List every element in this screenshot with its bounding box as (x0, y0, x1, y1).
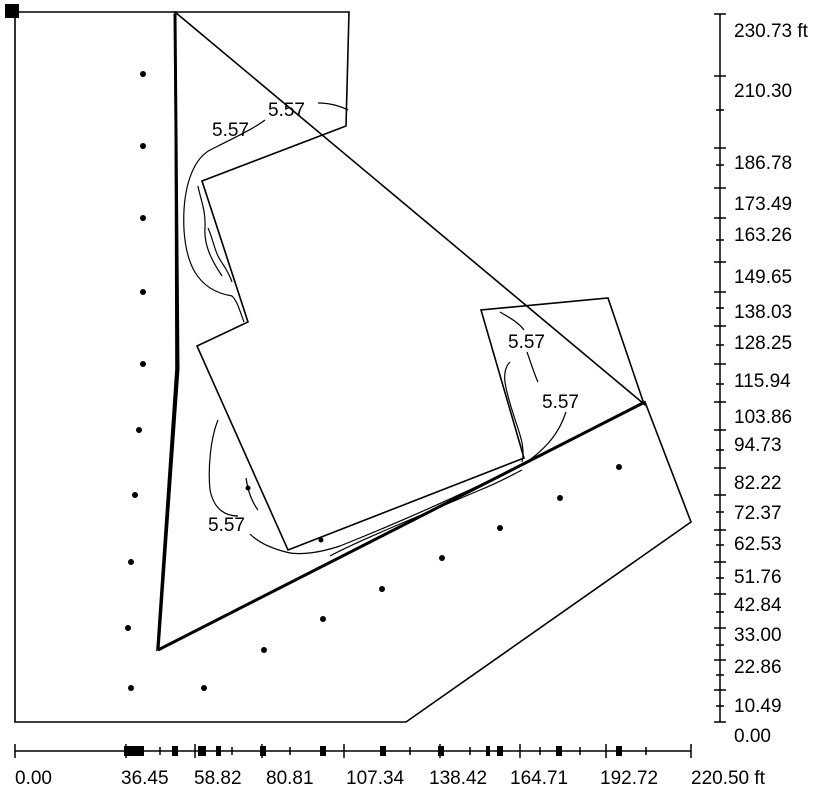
x-axis-mark (556, 746, 562, 756)
sample-points (125, 71, 622, 691)
contour-label: 5.57 (208, 515, 245, 536)
contour-line-11 (249, 465, 521, 555)
y-axis-label: 173.49 (734, 194, 792, 215)
y-axis-label: 0.00 (734, 726, 771, 747)
x-axis-mark (486, 746, 490, 756)
contour-line-1 (317, 102, 349, 111)
x-axis-mark (198, 746, 206, 756)
sample-point (439, 555, 445, 561)
sample-point (557, 495, 563, 501)
site-boundary (14, 11, 692, 723)
origin-marker (5, 4, 19, 18)
sample-point (318, 537, 324, 543)
sample-point (140, 143, 146, 149)
left-wall-line (156, 13, 180, 651)
sample-point (616, 464, 622, 470)
x-axis-mark (438, 746, 444, 756)
contour-label: 5.57 (212, 120, 249, 141)
y-axis-label: 62.53 (734, 534, 782, 555)
y-axis-label: 103.86 (734, 407, 792, 428)
y-axis-label: 42.84 (734, 595, 782, 616)
sample-point (201, 685, 207, 691)
contour-line-5 (499, 311, 525, 331)
x-axis-label: 192.72 (600, 768, 658, 789)
x-axis-mark (380, 746, 386, 756)
sample-point (128, 685, 134, 691)
contour-line-4 (207, 227, 233, 283)
x-axis-mark (320, 746, 326, 756)
x-axis-label: 0.00 (15, 768, 52, 789)
contour-line-6 (526, 351, 539, 383)
sample-point (261, 647, 267, 653)
contour-line-7 (504, 361, 524, 463)
building-footprint-upper (172, 11, 646, 552)
y-axis-label: 163.26 (734, 225, 792, 246)
sample-point (140, 361, 146, 367)
x-axis-label: 58.82 (194, 768, 242, 789)
y-axis-label: 210.30 (734, 81, 792, 102)
sample-point (136, 427, 142, 433)
x-axis-label: 220.50 ft (691, 768, 766, 789)
sample-point (140, 289, 146, 295)
diagonal-wall-line (157, 400, 646, 652)
sample-point (140, 215, 146, 221)
y-axis-label: 51.76 (734, 567, 782, 588)
inner-detail-line-1 (201, 180, 249, 323)
y-axis-label: 10.49 (734, 696, 782, 717)
contour-label: 5.57 (268, 100, 305, 121)
x-axis-label: 36.45 (121, 768, 169, 789)
contour-line-2 (183, 119, 266, 323)
x-axis-mark (497, 746, 503, 756)
x-axis: 0.00 36.45 58.82 80.81 107.34 138.42 164… (14, 744, 766, 789)
x-axis-mark (616, 746, 622, 756)
sample-point (379, 586, 385, 592)
x-axis-label: 138.42 (429, 768, 487, 789)
x-axis-mark (124, 746, 144, 756)
y-axis-label: 33.00 (734, 625, 782, 646)
contour-label: 5.57 (542, 392, 579, 413)
x-axis-mark (172, 746, 178, 756)
x-axis-label: 107.34 (346, 768, 405, 789)
sample-point (132, 492, 138, 498)
contour-line-9 (208, 419, 239, 517)
y-axis: 230.73 ft 210.30 186.78 173.49 163.26 14… (714, 13, 809, 747)
sample-point (245, 485, 251, 491)
y-axis-label: 72.37 (734, 503, 782, 524)
contour-line-12 (329, 469, 523, 557)
contour-label: 5.57 (508, 332, 545, 353)
sample-point (497, 525, 503, 531)
x-axis-label: 80.81 (266, 768, 314, 789)
x-axis-label: 164.71 (510, 768, 568, 789)
y-axis-label: 230.73 ft (734, 21, 809, 42)
sample-point (125, 625, 131, 631)
y-axis-label: 186.78 (734, 153, 792, 174)
y-axis-label: 149.65 (734, 267, 792, 288)
y-axis-label: 128.25 (734, 333, 792, 354)
sample-point (320, 616, 326, 622)
sample-point (140, 71, 146, 77)
x-axis-mark (216, 746, 221, 756)
contour-line-8 (523, 411, 567, 465)
y-axis-label: 94.73 (734, 435, 782, 456)
sample-point (128, 559, 134, 565)
contour-line-3 (197, 185, 223, 277)
y-axis-label: 22.86 (734, 657, 782, 678)
y-axis-label: 138.03 (734, 302, 792, 323)
x-axis-mark (260, 746, 266, 756)
y-axis-label: 82.22 (734, 473, 782, 494)
contour-line-10 (245, 477, 259, 511)
y-axis-label: 115.94 (734, 371, 791, 392)
